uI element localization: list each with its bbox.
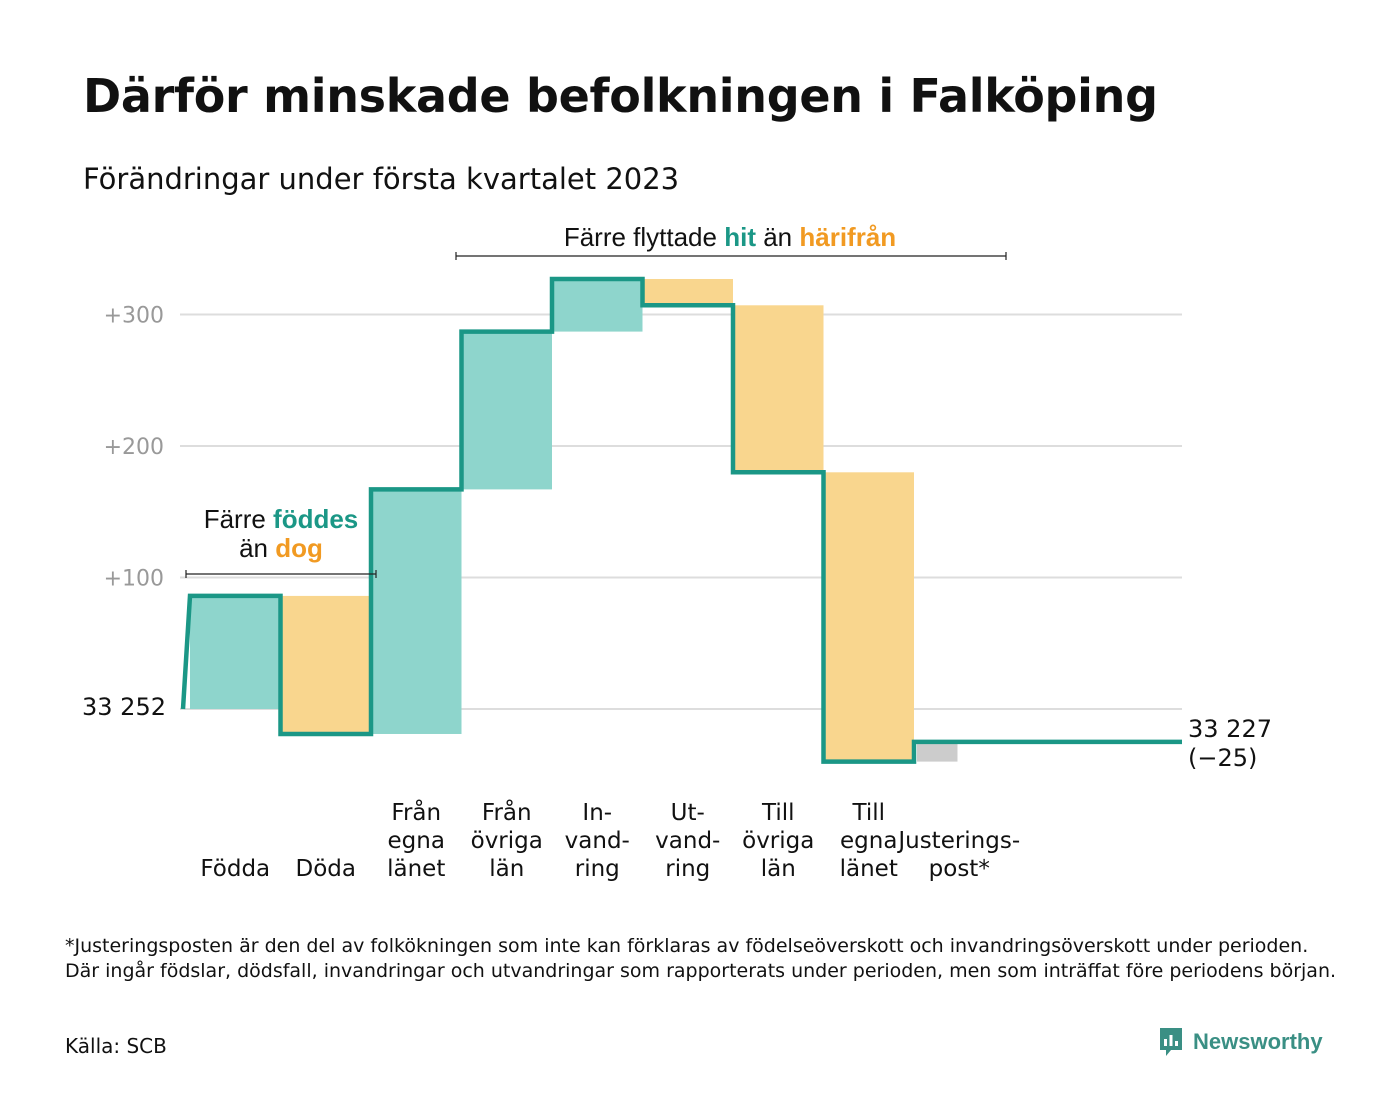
category-label: Ut-vand-ring — [655, 800, 720, 882]
category-label-line: län — [761, 856, 796, 882]
migration-bracket — [455, 252, 1007, 260]
category-label-line: länet — [387, 856, 445, 882]
brand-name: Newsworthy — [1193, 1029, 1323, 1054]
y-tick-label: +200 — [104, 435, 164, 460]
category-label-line: Till — [851, 800, 885, 826]
bar-chart-speech-bubble-icon — [1160, 1028, 1182, 1056]
bar — [190, 595, 281, 709]
category-label-line: Födda — [200, 856, 270, 882]
bar — [371, 489, 462, 734]
bars — [190, 278, 958, 762]
end-value-label: 33 227 — [1188, 715, 1272, 743]
category-label-line: vand- — [655, 828, 720, 854]
births-annotation: Färre föddes än dog — [185, 504, 377, 578]
annotation-highlight-harifran: härifrån — [799, 222, 896, 252]
running-total-line-path — [180, 276, 1182, 764]
start-value-label: 33 252 — [82, 693, 166, 721]
bar — [823, 472, 914, 762]
category-label: Till övriga län — [742, 800, 814, 882]
bar — [280, 595, 371, 734]
category-label-line: Till — [761, 800, 795, 826]
category-label-line: länet — [840, 856, 898, 882]
chart-subtitle: Förändringar under första kvartalet 2023 — [83, 162, 680, 196]
category-label-line: län — [489, 856, 524, 882]
annotation-highlight-hit: hit — [724, 222, 756, 252]
category-label-line: övriga — [471, 828, 543, 854]
footnote: *Justeringsposten är den del av folkökni… — [65, 935, 1337, 982]
category-label-line: In- — [582, 800, 612, 826]
category-label-line: Från — [482, 798, 532, 826]
category-label-line: ring — [575, 856, 620, 882]
bar — [917, 741, 958, 762]
category-label: Döda — [296, 856, 356, 882]
births-annotation-line1: Färre föddes — [204, 504, 359, 534]
source-credit: Källa: SCB — [65, 1034, 167, 1058]
births-bracket — [185, 570, 377, 578]
annotation-highlight-fodda: föddes — [273, 504, 358, 534]
category-label-line: övriga — [742, 828, 814, 854]
category-label-line: ring — [665, 856, 710, 882]
brand-logo: Newsworthy — [1158, 1026, 1323, 1058]
chart-title: Därför minskade befolkningen i Falköping — [83, 69, 1158, 123]
category-label: Från övriga län — [471, 798, 543, 882]
category-label: Till egna länet — [840, 800, 898, 882]
y-tick-label: +100 — [104, 567, 164, 592]
end-change-label: (−25) — [1188, 744, 1257, 772]
migration-annotation-text: Färre flyttade hit än härifrån — [564, 222, 896, 252]
category-label-line: vand- — [565, 828, 630, 854]
bar — [461, 331, 552, 490]
category-label: Justerings-post* — [896, 828, 1020, 882]
running-total-line — [180, 276, 1182, 764]
bar — [733, 305, 824, 473]
annotation-highlight-doda: dog — [275, 533, 323, 563]
y-tick-label: +300 — [104, 304, 164, 329]
category-label: Från egna länet — [387, 798, 445, 882]
category-label-line: Från — [391, 798, 441, 826]
category-label-line: Ut- — [671, 800, 705, 826]
category-label-line: egna — [388, 828, 445, 854]
births-annotation-line2: än dog — [239, 533, 323, 563]
category-label-line: Justerings- — [896, 828, 1020, 854]
category-label-line: post* — [929, 856, 990, 882]
bar — [642, 278, 733, 306]
bar — [552, 278, 643, 332]
category-label-line: egna — [840, 828, 897, 854]
category-label-line: Döda — [296, 856, 356, 882]
migration-annotation: Färre flyttade hit än härifrån — [455, 222, 1007, 260]
category-label: In-vand-ring — [565, 800, 630, 882]
category-label: Födda — [200, 856, 270, 882]
